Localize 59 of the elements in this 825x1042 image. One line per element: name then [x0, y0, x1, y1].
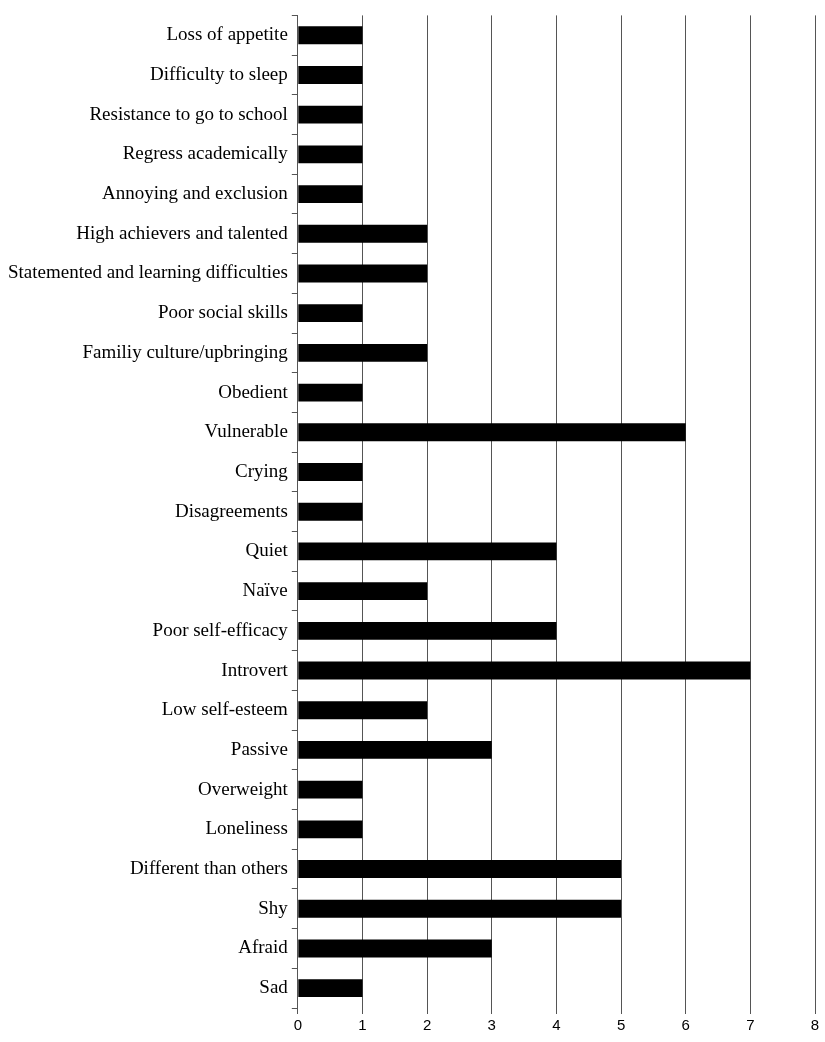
y-tick-label: Regress academically	[122, 142, 289, 164]
y-tick-label: Introvert	[221, 658, 289, 680]
bar	[298, 939, 492, 958]
y-tick-label: Overweight	[198, 777, 289, 799]
bar	[298, 899, 622, 918]
y-tick-label: Difficulty to sleep	[149, 62, 288, 84]
y-tick-label: Loneliness	[205, 817, 288, 839]
x-tick-label: 0	[293, 1016, 302, 1034]
x-tick-label: 4	[552, 1016, 561, 1034]
bar	[298, 383, 363, 402]
y-tick-label: Naïve	[242, 579, 288, 601]
y-tick-label: Familiy culture/upbringing	[82, 340, 289, 362]
bar	[298, 502, 363, 521]
y-tick-label: Afraid	[238, 936, 289, 958]
bar	[298, 621, 557, 640]
bar	[298, 740, 492, 759]
x-tick-label: 6	[681, 1016, 690, 1034]
bar	[298, 463, 363, 481]
x-tick-label: 1	[358, 1016, 367, 1034]
x-tick-label: 2	[422, 1016, 432, 1034]
y-tick-label: Annoying and exclusion	[102, 182, 289, 204]
y-tick-label: Loss of appetite	[166, 23, 288, 45]
bar	[298, 145, 363, 164]
x-tick-label: 5	[616, 1016, 626, 1034]
bar	[298, 860, 622, 878]
bar	[298, 264, 428, 283]
bar	[298, 423, 686, 442]
bar	[298, 185, 363, 203]
y-tick-label: Resistance to go to school	[89, 102, 288, 124]
y-tick-label: Quiet	[245, 539, 289, 561]
bar	[298, 542, 557, 561]
bar	[298, 66, 363, 84]
bar	[298, 661, 751, 680]
bar	[298, 343, 428, 362]
bar	[298, 224, 428, 243]
bar	[298, 304, 363, 323]
x-tick-label: 7	[746, 1016, 755, 1034]
y-tick-label: Crying	[235, 459, 289, 481]
y-tick-label: Shy	[258, 896, 289, 918]
y-tick-label: Poor social skills	[157, 301, 288, 323]
y-tick-label: Vulnerable	[204, 420, 288, 442]
y-tick-label: Disagreements	[174, 499, 288, 521]
x-tick-label: 3	[487, 1016, 496, 1034]
bar	[298, 979, 363, 998]
y-tick-label: Obedient	[218, 380, 289, 402]
y-tick-label: Sad	[259, 976, 289, 998]
y-tick-label: Different than others	[129, 857, 288, 879]
bar	[298, 820, 363, 839]
y-tick-label: Statemented and learning difficulties	[7, 261, 288, 283]
y-tick-label: Passive	[230, 737, 288, 759]
y-tick-label: Poor self-efficacy	[152, 618, 289, 640]
bar	[298, 105, 363, 124]
bar	[298, 26, 363, 45]
bar	[298, 780, 363, 799]
bar	[298, 701, 428, 720]
y-tick-label: High achievers and talented	[76, 221, 289, 243]
y-tick-label: Low self-esteem	[161, 698, 289, 720]
bar	[298, 582, 428, 601]
x-tick-label: 8	[810, 1016, 820, 1034]
